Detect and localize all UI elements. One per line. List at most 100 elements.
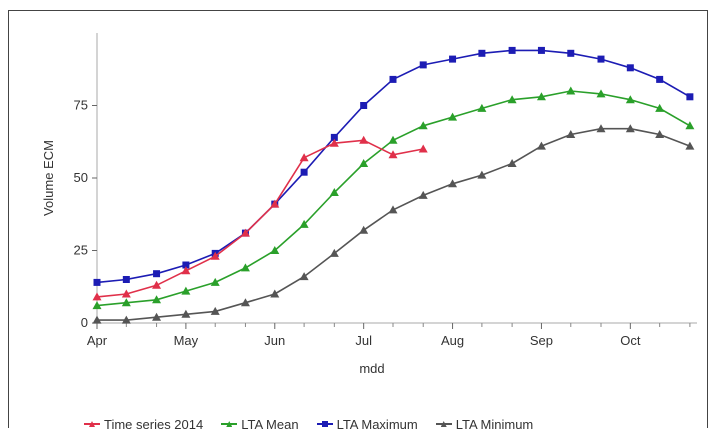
data-point bbox=[449, 55, 457, 63]
data-point bbox=[566, 130, 576, 138]
data-point bbox=[359, 159, 369, 167]
data-point bbox=[270, 246, 280, 254]
data-point bbox=[419, 61, 427, 69]
data-point bbox=[448, 179, 458, 188]
x-tick-label: Apr bbox=[87, 333, 108, 348]
series-lta-mean bbox=[92, 86, 695, 310]
legend-marker bbox=[440, 421, 447, 427]
data-point bbox=[508, 46, 516, 54]
data-point bbox=[240, 263, 250, 272]
data-point bbox=[477, 170, 487, 179]
legend-marker bbox=[321, 421, 328, 427]
data-point bbox=[152, 295, 162, 304]
data-point bbox=[478, 49, 486, 57]
data-point bbox=[507, 159, 517, 167]
data-point bbox=[181, 266, 191, 275]
data-point bbox=[536, 141, 546, 150]
data-point bbox=[92, 301, 102, 310]
series-lta-minimum bbox=[92, 124, 695, 324]
series-lta-maximum bbox=[93, 46, 694, 286]
data-point bbox=[685, 121, 695, 130]
data-point bbox=[507, 95, 517, 104]
series-line bbox=[96, 139, 424, 298]
data-point bbox=[359, 135, 369, 144]
x-tick-label: Jul bbox=[355, 333, 372, 348]
data-point bbox=[330, 133, 338, 141]
legend-swatch bbox=[84, 418, 100, 430]
legend-item[interactable]: LTA Maximum bbox=[316, 416, 418, 432]
data-point bbox=[181, 286, 191, 295]
legend-label: Time series 2014 bbox=[104, 416, 204, 432]
x-tick-label: Aug bbox=[441, 333, 464, 348]
data-point bbox=[93, 278, 101, 286]
data-point bbox=[536, 92, 546, 101]
data-point bbox=[596, 124, 606, 133]
data-point bbox=[388, 205, 398, 214]
y-axis-label: Volume ECM bbox=[41, 140, 56, 216]
legend-item[interactable]: Time series 2014 bbox=[84, 417, 203, 432]
legend-item[interactable]: LTA Mean bbox=[221, 416, 299, 432]
y-tick-label: 0 bbox=[81, 315, 88, 330]
data-point bbox=[299, 272, 309, 281]
legend-swatch bbox=[221, 418, 238, 430]
x-tick-label: Sep bbox=[530, 333, 553, 348]
data-point bbox=[625, 95, 635, 104]
data-point bbox=[656, 75, 664, 83]
data-point bbox=[655, 103, 665, 112]
data-point bbox=[388, 135, 398, 144]
data-point bbox=[299, 219, 309, 228]
y-tick-label: 25 bbox=[74, 243, 88, 258]
chart-series-layer bbox=[92, 46, 695, 324]
data-point bbox=[152, 280, 162, 289]
data-point bbox=[270, 199, 280, 208]
legend-item[interactable]: LTA Minimum bbox=[435, 416, 534, 432]
x-tick-label: Oct bbox=[620, 333, 641, 348]
data-point bbox=[240, 298, 250, 307]
data-point bbox=[626, 64, 634, 72]
data-point bbox=[418, 190, 428, 199]
data-point bbox=[596, 89, 606, 98]
data-point bbox=[566, 86, 576, 95]
legend-label: LTA Mean bbox=[241, 416, 299, 432]
legend-label: LTA Maximum bbox=[336, 416, 418, 432]
legend-marker bbox=[226, 421, 233, 427]
data-point bbox=[418, 121, 428, 130]
x-axis-label: mdd bbox=[359, 361, 384, 376]
data-point bbox=[655, 130, 665, 138]
data-point bbox=[210, 277, 220, 286]
y-tick-label: 75 bbox=[74, 98, 88, 113]
series-line bbox=[96, 49, 691, 284]
series-time-series-2014 bbox=[92, 135, 428, 301]
data-point bbox=[329, 138, 339, 147]
data-point bbox=[477, 103, 487, 112]
data-point bbox=[240, 228, 250, 237]
data-point bbox=[92, 292, 102, 301]
data-point bbox=[448, 112, 458, 121]
line-chart: 0 25 50 75 Apr May Jun Jul Aug Sep Oct mdd Volume … bbox=[41, 33, 697, 376]
data-point bbox=[625, 124, 635, 133]
legend-swatch bbox=[316, 418, 333, 430]
data-point bbox=[686, 93, 694, 101]
data-point bbox=[210, 251, 220, 260]
data-point bbox=[567, 49, 575, 57]
data-point bbox=[92, 315, 102, 324]
data-point bbox=[121, 298, 131, 307]
data-point bbox=[537, 46, 545, 54]
data-point bbox=[270, 289, 280, 298]
legend-label: LTA Minimum bbox=[455, 416, 534, 432]
data-point bbox=[360, 102, 368, 109]
legend-swatch bbox=[435, 418, 452, 430]
data-point bbox=[299, 153, 309, 162]
data-point bbox=[685, 141, 695, 150]
data-point bbox=[121, 315, 131, 324]
chart-panel: 0 25 50 75 Apr May Jun Jul Aug Sep Oct mdd Volume … bbox=[8, 10, 708, 432]
data-point bbox=[182, 261, 190, 269]
y-tick-label: 50 bbox=[74, 170, 88, 185]
data-point bbox=[389, 75, 397, 83]
data-point bbox=[153, 270, 161, 278]
legend-marker bbox=[89, 421, 95, 427]
data-point bbox=[418, 144, 428, 153]
data-point bbox=[329, 188, 339, 196]
data-point bbox=[597, 55, 605, 63]
data-point bbox=[181, 309, 191, 318]
